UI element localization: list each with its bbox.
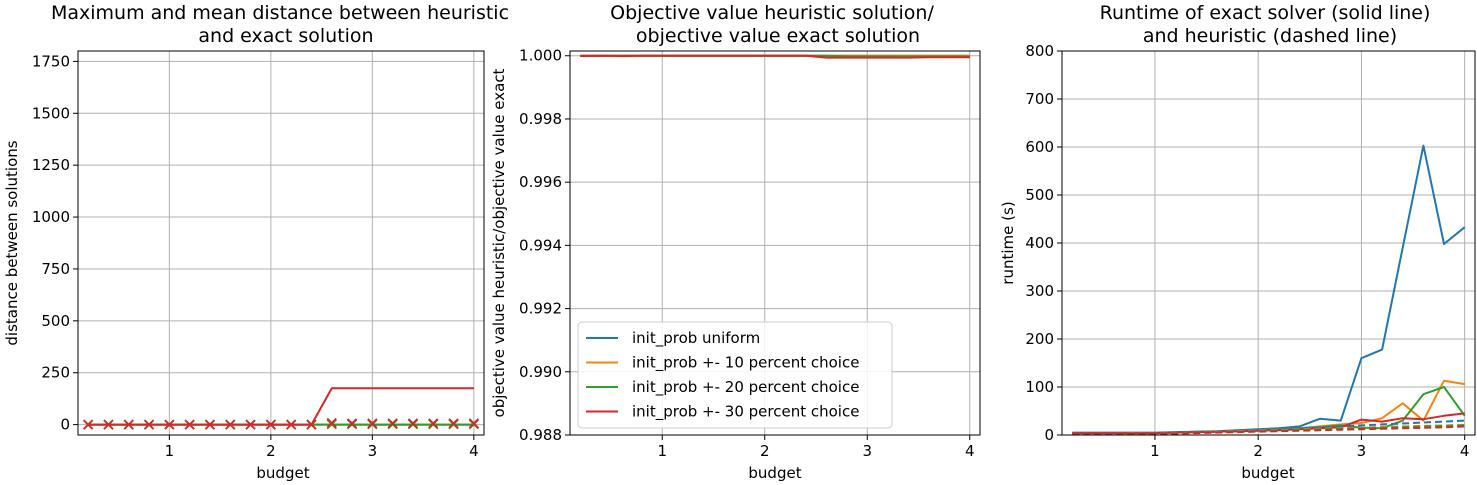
y-tick-label: 0.990 [519,363,562,381]
y-tick-label: 800 [1025,42,1054,60]
panel-runtime-ylabel: runtime (s) [999,201,1017,284]
panel-objective: Objective value heuristic solution/ obje… [490,2,981,482]
panel-objective-title-line1: Objective value heuristic solution/ [610,2,934,24]
y-tick-label: 300 [1025,282,1054,300]
y-tick-label: 1.000 [519,47,562,65]
x-marker-point [204,419,216,430]
x-marker-point [164,419,175,430]
y-tick-label: 400 [1025,234,1054,252]
x-marker-point [286,419,297,430]
x-tick-label: 3 [862,442,872,460]
x-tick-label: 3 [1357,442,1367,460]
x-marker-point [428,418,439,429]
y-tick-label: 750 [41,260,70,278]
x-marker-point [245,419,256,430]
x-marker-point [448,418,459,429]
x-tick-label: 2 [266,442,276,460]
panel-runtime-title-line1: Runtime of exact solver (solid line) [1100,2,1431,24]
y-tick-label: 600 [1025,138,1054,156]
x-tick-label: 4 [965,442,975,460]
y-tick-label: 1250 [32,156,70,174]
panel-objective-plot: 1 2 3 4 0.988 0.990 0.992 0.994 0.996 0.998 1.000 [519,47,980,460]
y-tick-label: 250 [41,364,70,382]
y-tick-label: 500 [41,312,70,330]
x-tick-label: 1 [1150,442,1160,460]
panel-runtime-frame [1061,50,1476,436]
y-tick-label: 0.988 [519,426,562,444]
y-tick-label: 0 [1044,426,1054,444]
x-marker-point [184,419,195,430]
panel-distance-frame [77,50,485,436]
y-tick-label: 1750 [32,52,70,70]
legend-label: init_prob +- 30 percent choice [632,403,859,422]
x-marker-point [306,419,317,430]
panel-objective-xlabel: budget [748,464,801,482]
panel-distance-plot: 1 2 3 4 0 250 500 750 1000 1250 1500 1750 [32,51,484,460]
series-line-red-solid [88,387,474,426]
x-tick-label: 2 [1253,442,1263,460]
y-tick-label: 0 [60,416,70,434]
legend-label: init_prob +- 20 percent choice [632,378,859,397]
legend-label: init_prob +- 10 percent choice [632,354,859,373]
x-marker-point [346,418,358,429]
panel-runtime: Runtime of exact solver (solid line) and… [999,2,1476,482]
panel-objective-ylabel: objective value heuristic/objective valu… [490,68,508,417]
legend-label: init_prob uniform [632,329,760,348]
x-marker-point [83,419,94,430]
x-marker-point [326,417,337,429]
y-tick-label: 500 [1025,186,1054,204]
x-marker-point [123,419,134,430]
panel-distance-xlabel: budget [256,464,309,482]
x-tick-label: 1 [657,442,667,460]
legend-entries: init_prob uniform init_prob +- 10 percent… [586,329,859,422]
legend: init_prob uniform init_prob +- 10 percent… [577,321,893,429]
x-marker-point [367,418,378,429]
y-tick-label: 0.994 [519,236,562,254]
y-tick-label: 100 [1025,378,1054,396]
panel-runtime-xlabel: budget [1241,464,1294,482]
series-line-red-solid [1072,412,1465,435]
x-marker-point [468,418,479,429]
panel-distance-title-line2: and exact solution [198,25,373,47]
y-tick-label: 1000 [32,208,70,226]
y-tick-label: 0.992 [519,300,562,318]
x-marker-point [143,419,155,430]
y-tick-label: 1500 [32,104,70,122]
x-marker-point [387,418,398,429]
x-tick-label: 4 [469,442,479,460]
panel-distance-title-line1: Maximum and mean distance between heuris… [51,2,509,24]
panel-distance-ylabel: distance between solutions [3,140,21,345]
panel-distance: Maximum and mean distance between heuris… [3,2,509,482]
x-tick-label: 1 [165,442,175,460]
y-tick-label: 700 [1025,90,1054,108]
x-marker-point [103,419,114,430]
x-marker-point [407,418,419,429]
x-marker-point [265,419,276,430]
x-tick-label: 4 [1460,442,1470,460]
legend-box [577,321,893,429]
x-tick-label: 2 [760,442,770,460]
panel-runtime-title-line2: and heuristic (dashed line) [1143,25,1397,47]
y-tick-label: 0.996 [519,173,562,191]
x-tick-label: 3 [368,442,378,460]
panel-objective-frame [569,50,981,436]
series-line-red-solid [580,54,970,59]
y-tick-label: 200 [1025,330,1054,348]
y-tick-label: 0.998 [519,110,562,128]
x-marker-point [225,419,236,430]
panel-objective-title-line2: objective value exact solution [636,25,920,47]
